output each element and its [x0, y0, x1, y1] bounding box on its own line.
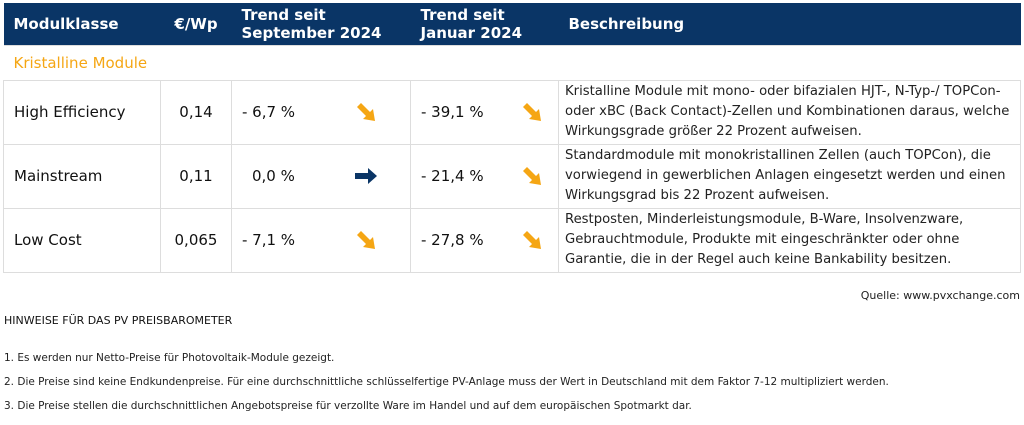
trend-jan-value: - 27,8 %	[421, 231, 484, 249]
arrow-down-right-icon	[520, 164, 544, 188]
header-description: Beschreibung	[558, 3, 1021, 45]
module-class: High Efficiency	[3, 79, 161, 145]
note-2: 2. Die Preise sind keine Endkundenpreise…	[4, 376, 889, 388]
header-trend-jan: Trend seit Januar 2024	[410, 3, 559, 45]
table-row: Low Cost 0,065 - 7,1 % - 27,8 % Restpost…	[3, 207, 1021, 273]
price: 0,065	[160, 207, 232, 273]
module-class: Mainstream	[3, 143, 161, 209]
arrow-down-right-icon	[520, 228, 544, 252]
category-label: Kristalline Module	[3, 44, 1021, 81]
trend-sep-value: - 7,1 %	[242, 231, 296, 249]
price: 0,11	[160, 143, 232, 209]
description: Standardmodule mit monokristallinen Zell…	[558, 143, 1021, 209]
description: Kristalline Module mit mono- oder bifazi…	[558, 79, 1021, 145]
header-trend-sep: Trend seit September 2024	[231, 3, 411, 45]
module-class: Low Cost	[3, 207, 161, 273]
trend-sep-value: - 6,7 %	[242, 103, 296, 121]
trend-sep-value: 0,0 %	[252, 167, 295, 185]
trend-sep-cell: - 7,1 %	[231, 207, 411, 273]
trend-jan-value: - 21,4 %	[421, 167, 484, 185]
price-table: Modulklasse €/Wp Trend seit September 20…	[3, 3, 1021, 273]
header-price: €/Wp	[160, 3, 232, 45]
price: 0,14	[160, 79, 232, 145]
arrow-down-right-icon	[354, 228, 378, 252]
arrow-down-right-icon	[520, 100, 544, 124]
note-1: 1. Es werden nur Netto-Preise für Photov…	[4, 352, 335, 364]
table-row: High Efficiency 0,14 - 6,7 % - 39,1 % Kr…	[3, 79, 1021, 145]
trend-jan-value: - 39,1 %	[421, 103, 484, 121]
description: Restposten, Minderleistungsmodule, B-War…	[558, 207, 1021, 273]
arrow-right-icon	[354, 164, 378, 188]
trend-jan-cell: - 39,1 %	[410, 79, 559, 145]
notes-title: HINWEISE FÜR DAS PV PREISBAROMETER	[4, 314, 233, 327]
trend-jan-cell: - 27,8 %	[410, 207, 559, 273]
trend-jan-cell: - 21,4 %	[410, 143, 559, 209]
arrow-down-right-icon	[354, 100, 378, 124]
note-3: 3. Die Preise stellen die durchschnittli…	[4, 400, 692, 412]
table-row: Mainstream 0,11 0,0 % - 21,4 % Standardm…	[3, 143, 1021, 209]
header-modulklasse: Modulklasse	[3, 3, 161, 45]
trend-sep-cell: 0,0 %	[231, 143, 411, 209]
table-header: Modulklasse €/Wp Trend seit September 20…	[3, 3, 1021, 45]
trend-sep-cell: - 6,7 %	[231, 79, 411, 145]
source-note: Quelle: www.pvxchange.com	[860, 289, 1020, 302]
